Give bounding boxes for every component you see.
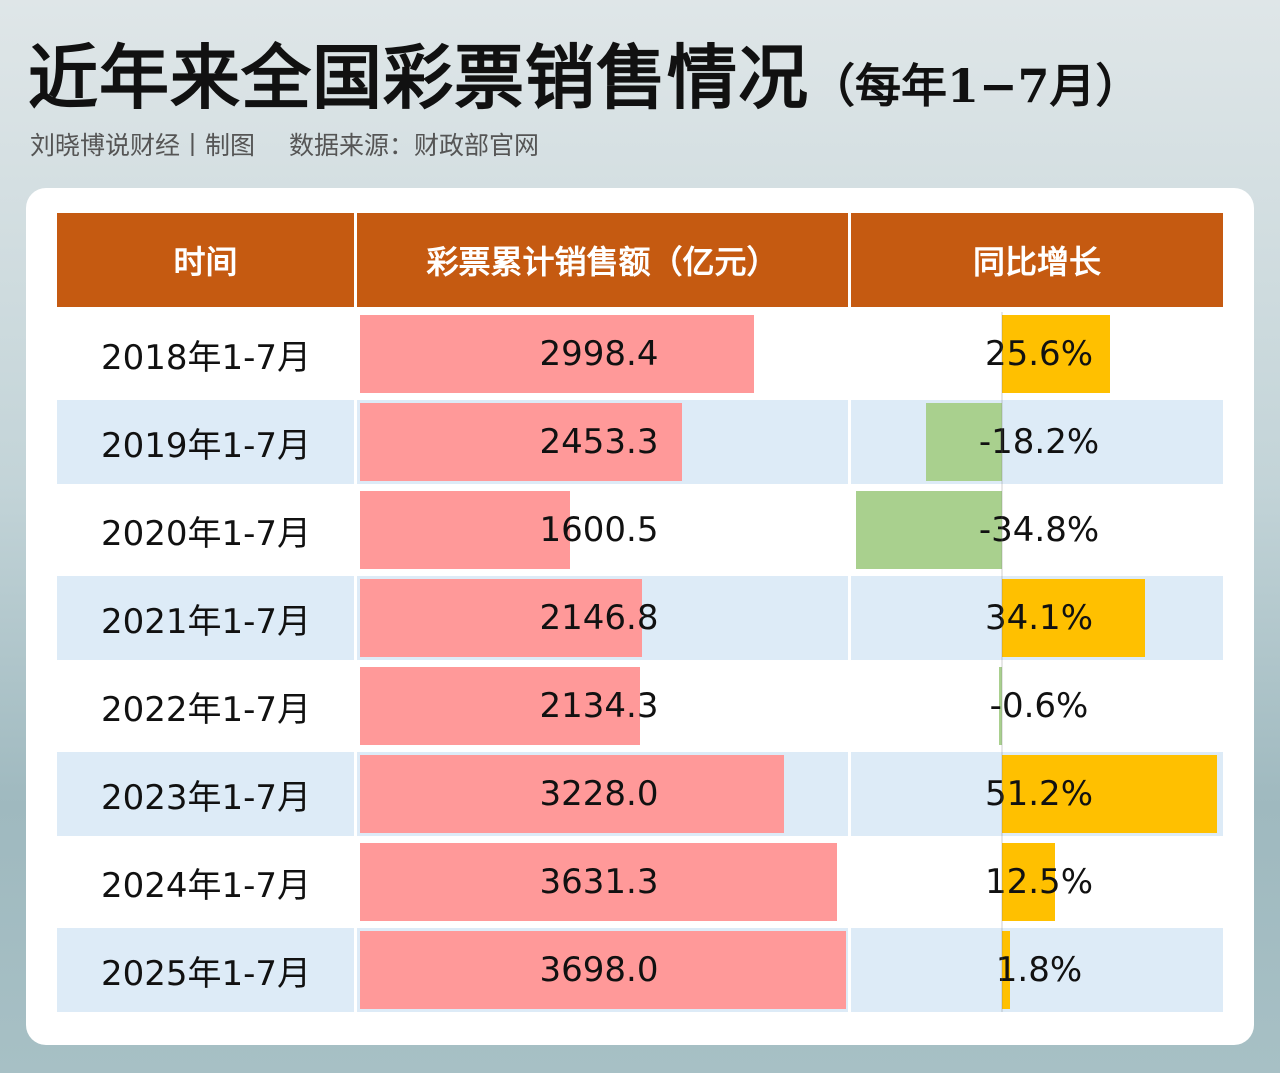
- sales-bar: [360, 667, 640, 745]
- growth-value-label: -34.8%: [978, 510, 1100, 550]
- row-divider: [57, 484, 1223, 487]
- sales-bar: [360, 755, 784, 833]
- row-divider: [57, 924, 1223, 927]
- growth-value-label: 1.8%: [995, 950, 1083, 990]
- sales-value-label: 2146.8: [539, 598, 659, 638]
- growth-value-label: 51.2%: [984, 774, 1093, 814]
- credit-text: 刘晓博说财经丨制图: [30, 131, 256, 160]
- sales-value-label: 3631.3: [539, 862, 659, 902]
- sales-bar: [360, 315, 754, 393]
- row-period-label: 2023年1-7月: [100, 777, 312, 818]
- header-growth: 同比增长: [851, 213, 1223, 307]
- source-text: 数据来源：财政部官网: [289, 131, 540, 160]
- row-period-label: 2020年1-7月: [100, 513, 312, 554]
- sales-bar: [360, 491, 570, 569]
- sales-value-label: 3228.0: [539, 774, 659, 814]
- row-divider: [57, 572, 1223, 575]
- sales-value-label: 3698.0: [539, 950, 659, 990]
- row-period-label: 2024年1-7月: [100, 865, 312, 906]
- growth-zero-axis: [1001, 312, 1003, 1012]
- growth-bar-positive: [1002, 843, 1055, 921]
- row-divider: [57, 748, 1223, 751]
- growth-bar-negative: [999, 667, 1002, 745]
- row-divider: [57, 836, 1223, 839]
- row-period-label: 2021年1-7月: [100, 601, 312, 642]
- growth-bar-positive: [1002, 755, 1217, 833]
- header-period: 时间: [57, 213, 354, 307]
- growth-value-label: -0.6%: [989, 686, 1089, 726]
- growth-value-label: -18.2%: [978, 422, 1100, 462]
- growth-value-label: 34.1%: [984, 598, 1093, 638]
- growth-bar-positive: [1002, 579, 1145, 657]
- sales-bar: [360, 931, 846, 1009]
- sales-bar: [360, 579, 642, 657]
- row-period-label: 2018年1-7月: [100, 337, 312, 378]
- growth-bar-positive: [1002, 315, 1110, 393]
- growth-value-label: 12.5%: [984, 862, 1093, 902]
- chart-title: 近年来全国彩票销售情况（每年1−7月）: [28, 22, 1142, 123]
- sales-bar: [360, 403, 682, 481]
- chart-credit-line: 刘晓博说财经丨制图 数据来源：财政部官网: [30, 126, 539, 162]
- row-period-label: 2022年1-7月: [100, 689, 312, 730]
- growth-bar-positive: [1002, 931, 1010, 1009]
- sales-value-label: 2134.3: [539, 686, 659, 726]
- growth-bar-negative: [856, 491, 1002, 569]
- chart-title-suffix: （每年1−7月）: [809, 59, 1142, 113]
- row-period-label: 2019年1-7月: [100, 425, 312, 466]
- row-period-label: 2025年1-7月: [100, 953, 312, 994]
- row-divider: [57, 660, 1223, 663]
- sales-bar: [360, 843, 837, 921]
- growth-value-label: 25.6%: [984, 334, 1093, 374]
- sales-value-label: 2453.3: [539, 422, 659, 462]
- header-sales: 彩票累计销售额（亿元）: [357, 213, 848, 307]
- chart-title-main: 近年来全国彩票销售情况: [28, 36, 809, 119]
- sales-value-label: 1600.5: [539, 510, 659, 550]
- sales-value-label: 2998.4: [539, 334, 659, 374]
- row-divider: [57, 396, 1223, 399]
- growth-bar-negative: [926, 403, 1002, 481]
